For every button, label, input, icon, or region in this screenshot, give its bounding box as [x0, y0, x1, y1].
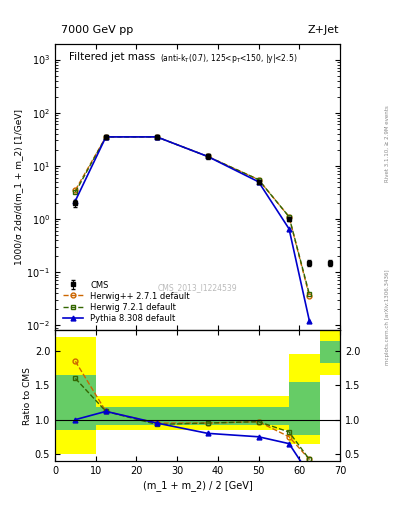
Text: 7000 GeV pp: 7000 GeV pp: [61, 25, 133, 35]
X-axis label: (m_1 + m_2) / 2 [GeV]: (m_1 + m_2) / 2 [GeV]: [143, 480, 252, 490]
Pythia 8.308 default: [103, 134, 108, 140]
Pythia 8.308 default: [287, 226, 292, 232]
Herwig++ 2.7.1 default: [256, 177, 261, 183]
Herwig++ 2.7.1 default: [307, 293, 312, 300]
Herwig 7.2.1 default: [205, 154, 210, 160]
Legend: CMS, Herwig++ 2.7.1 default, Herwig 7.2.1 default, Pythia 8.308 default: CMS, Herwig++ 2.7.1 default, Herwig 7.2.…: [59, 278, 193, 326]
Line: Pythia 8.308 default: Pythia 8.308 default: [73, 135, 312, 324]
Herwig++ 2.7.1 default: [154, 134, 159, 140]
Text: Z+Jet: Z+Jet: [307, 25, 339, 35]
Herwig 7.2.1 default: [154, 134, 159, 140]
Pythia 8.308 default: [256, 179, 261, 185]
Herwig++ 2.7.1 default: [103, 134, 108, 140]
Herwig 7.2.1 default: [307, 291, 312, 297]
Pythia 8.308 default: [154, 134, 159, 140]
Y-axis label: 1000/σ 2dσ/d(m_1 + m_2) [1/GeV]: 1000/σ 2dσ/d(m_1 + m_2) [1/GeV]: [15, 109, 24, 265]
Herwig++ 2.7.1 default: [205, 154, 210, 160]
Line: Herwig 7.2.1 default: Herwig 7.2.1 default: [73, 135, 312, 297]
Text: Rivet 3.1.10, ≥ 2.9M events: Rivet 3.1.10, ≥ 2.9M events: [385, 105, 389, 182]
Line: Herwig++ 2.7.1 default: Herwig++ 2.7.1 default: [73, 135, 312, 299]
Herwig 7.2.1 default: [103, 134, 108, 140]
Herwig++ 2.7.1 default: [73, 187, 78, 193]
Herwig 7.2.1 default: [287, 214, 292, 220]
Text: Filtered jet mass: Filtered jet mass: [69, 52, 156, 62]
Y-axis label: Ratio to CMS: Ratio to CMS: [23, 367, 32, 424]
Pythia 8.308 default: [307, 318, 312, 324]
Text: (anti-k$_\mathregular{T}$(0.7), 125<p$_\mathregular{T}$<150, |y|<2.5): (anti-k$_\mathregular{T}$(0.7), 125<p$_\…: [160, 52, 298, 65]
Herwig 7.2.1 default: [256, 177, 261, 183]
Text: CMS_2013_I1224539: CMS_2013_I1224539: [158, 283, 237, 292]
Text: mcplots.cern.ch [arXiv:1306.3436]: mcplots.cern.ch [arXiv:1306.3436]: [385, 270, 389, 365]
Pythia 8.308 default: [205, 154, 210, 160]
Herwig++ 2.7.1 default: [287, 214, 292, 220]
Pythia 8.308 default: [73, 198, 78, 204]
Herwig 7.2.1 default: [73, 189, 78, 195]
